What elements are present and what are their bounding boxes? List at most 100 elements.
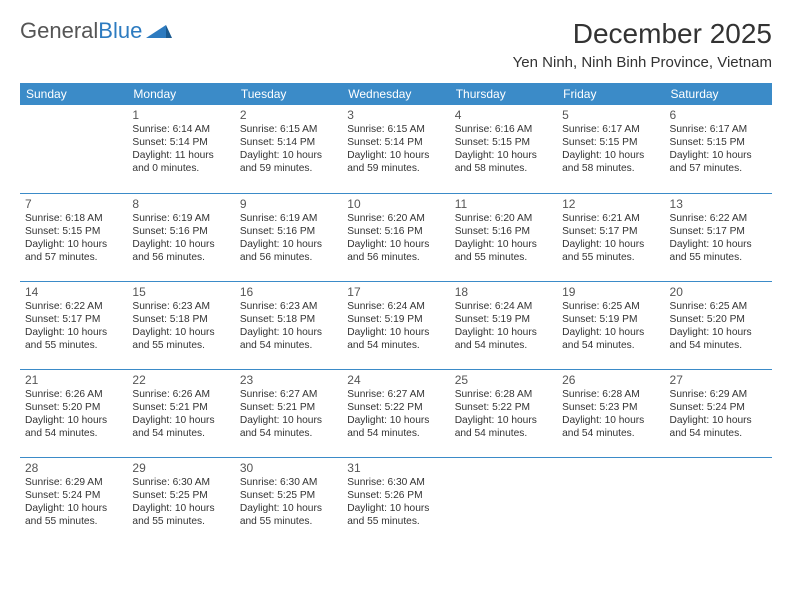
day-number: 13 (670, 197, 767, 211)
calendar-day-cell: 19Sunrise: 6:25 AMSunset: 5:19 PMDayligh… (557, 281, 664, 369)
daylight-text: Daylight: 10 hours and 55 minutes. (132, 502, 229, 528)
sunrise-text: Sunrise: 6:17 AM (670, 123, 767, 136)
calendar-empty-cell (20, 105, 127, 193)
sunrise-text: Sunrise: 6:29 AM (25, 476, 122, 489)
calendar-day-cell: 12Sunrise: 6:21 AMSunset: 5:17 PMDayligh… (557, 193, 664, 281)
sunset-text: Sunset: 5:22 PM (347, 401, 444, 414)
sunset-text: Sunset: 5:24 PM (670, 401, 767, 414)
day-info: Sunrise: 6:22 AMSunset: 5:17 PMDaylight:… (670, 212, 767, 264)
sunset-text: Sunset: 5:16 PM (347, 225, 444, 238)
sunset-text: Sunset: 5:23 PM (562, 401, 659, 414)
day-info: Sunrise: 6:30 AMSunset: 5:25 PMDaylight:… (132, 476, 229, 528)
daylight-text: Daylight: 10 hours and 54 minutes. (240, 414, 337, 440)
sunrise-text: Sunrise: 6:26 AM (25, 388, 122, 401)
sunset-text: Sunset: 5:16 PM (240, 225, 337, 238)
daylight-text: Daylight: 10 hours and 55 minutes. (240, 502, 337, 528)
calendar-empty-cell (665, 457, 772, 545)
day-number: 7 (25, 197, 122, 211)
calendar-day-cell: 6Sunrise: 6:17 AMSunset: 5:15 PMDaylight… (665, 105, 772, 193)
daylight-text: Daylight: 10 hours and 55 minutes. (562, 238, 659, 264)
daylight-text: Daylight: 10 hours and 54 minutes. (562, 414, 659, 440)
sunset-text: Sunset: 5:22 PM (455, 401, 552, 414)
daylight-text: Daylight: 10 hours and 54 minutes. (562, 326, 659, 352)
day-number: 10 (347, 197, 444, 211)
month-title: December 2025 (513, 18, 772, 50)
calendar-day-cell: 11Sunrise: 6:20 AMSunset: 5:16 PMDayligh… (450, 193, 557, 281)
sunrise-text: Sunrise: 6:14 AM (132, 123, 229, 136)
day-number: 11 (455, 197, 552, 211)
calendar-day-cell: 4Sunrise: 6:16 AMSunset: 5:15 PMDaylight… (450, 105, 557, 193)
sunset-text: Sunset: 5:21 PM (132, 401, 229, 414)
daylight-text: Daylight: 10 hours and 58 minutes. (455, 149, 552, 175)
header: GeneralBlue December 2025 Yen Ninh, Ninh… (20, 18, 772, 71)
day-number: 9 (240, 197, 337, 211)
sunrise-text: Sunrise: 6:23 AM (132, 300, 229, 313)
sunrise-text: Sunrise: 6:24 AM (455, 300, 552, 313)
sunset-text: Sunset: 5:18 PM (132, 313, 229, 326)
calendar-body: 1Sunrise: 6:14 AMSunset: 5:14 PMDaylight… (20, 105, 772, 545)
daylight-text: Daylight: 11 hours and 0 minutes. (132, 149, 229, 175)
day-info: Sunrise: 6:25 AMSunset: 5:20 PMDaylight:… (670, 300, 767, 352)
day-number: 28 (25, 461, 122, 475)
day-info: Sunrise: 6:19 AMSunset: 5:16 PMDaylight:… (240, 212, 337, 264)
sunset-text: Sunset: 5:15 PM (25, 225, 122, 238)
day-info: Sunrise: 6:27 AMSunset: 5:22 PMDaylight:… (347, 388, 444, 440)
day-info: Sunrise: 6:30 AMSunset: 5:25 PMDaylight:… (240, 476, 337, 528)
calendar-day-cell: 23Sunrise: 6:27 AMSunset: 5:21 PMDayligh… (235, 369, 342, 457)
title-block: December 2025 Yen Ninh, Ninh Binh Provin… (513, 18, 772, 71)
day-number: 8 (132, 197, 229, 211)
sunrise-text: Sunrise: 6:20 AM (455, 212, 552, 225)
day-number: 15 (132, 285, 229, 299)
sunrise-text: Sunrise: 6:16 AM (455, 123, 552, 136)
weekday-header: Tuesday (235, 83, 342, 105)
sunrise-text: Sunrise: 6:25 AM (670, 300, 767, 313)
sunrise-text: Sunrise: 6:23 AM (240, 300, 337, 313)
calendar-day-cell: 9Sunrise: 6:19 AMSunset: 5:16 PMDaylight… (235, 193, 342, 281)
day-info: Sunrise: 6:15 AMSunset: 5:14 PMDaylight:… (240, 123, 337, 175)
daylight-text: Daylight: 10 hours and 56 minutes. (347, 238, 444, 264)
day-info: Sunrise: 6:26 AMSunset: 5:20 PMDaylight:… (25, 388, 122, 440)
sunset-text: Sunset: 5:26 PM (347, 489, 444, 502)
sunrise-text: Sunrise: 6:21 AM (562, 212, 659, 225)
sunset-text: Sunset: 5:15 PM (670, 136, 767, 149)
calendar-day-cell: 10Sunrise: 6:20 AMSunset: 5:16 PMDayligh… (342, 193, 449, 281)
calendar-day-cell: 24Sunrise: 6:27 AMSunset: 5:22 PMDayligh… (342, 369, 449, 457)
day-number: 22 (132, 373, 229, 387)
day-number: 20 (670, 285, 767, 299)
day-number: 30 (240, 461, 337, 475)
calendar-day-cell: 13Sunrise: 6:22 AMSunset: 5:17 PMDayligh… (665, 193, 772, 281)
sunrise-text: Sunrise: 6:15 AM (240, 123, 337, 136)
day-number: 24 (347, 373, 444, 387)
sunset-text: Sunset: 5:14 PM (347, 136, 444, 149)
day-info: Sunrise: 6:23 AMSunset: 5:18 PMDaylight:… (240, 300, 337, 352)
sunset-text: Sunset: 5:15 PM (562, 136, 659, 149)
day-info: Sunrise: 6:30 AMSunset: 5:26 PMDaylight:… (347, 476, 444, 528)
daylight-text: Daylight: 10 hours and 55 minutes. (455, 238, 552, 264)
sunrise-text: Sunrise: 6:30 AM (240, 476, 337, 489)
sunrise-text: Sunrise: 6:18 AM (25, 212, 122, 225)
sunrise-text: Sunrise: 6:20 AM (347, 212, 444, 225)
calendar-table: SundayMondayTuesdayWednesdayThursdayFrid… (20, 83, 772, 545)
daylight-text: Daylight: 10 hours and 58 minutes. (562, 149, 659, 175)
day-number: 14 (25, 285, 122, 299)
calendar-day-cell: 3Sunrise: 6:15 AMSunset: 5:14 PMDaylight… (342, 105, 449, 193)
sunrise-text: Sunrise: 6:29 AM (670, 388, 767, 401)
calendar-day-cell: 29Sunrise: 6:30 AMSunset: 5:25 PMDayligh… (127, 457, 234, 545)
day-number: 26 (562, 373, 659, 387)
weekday-header: Sunday (20, 83, 127, 105)
calendar-day-cell: 1Sunrise: 6:14 AMSunset: 5:14 PMDaylight… (127, 105, 234, 193)
daylight-text: Daylight: 10 hours and 54 minutes. (132, 414, 229, 440)
sunset-text: Sunset: 5:17 PM (25, 313, 122, 326)
day-number: 4 (455, 108, 552, 122)
day-number: 27 (670, 373, 767, 387)
weekday-header: Friday (557, 83, 664, 105)
calendar-day-cell: 25Sunrise: 6:28 AMSunset: 5:22 PMDayligh… (450, 369, 557, 457)
sunrise-text: Sunrise: 6:25 AM (562, 300, 659, 313)
sunrise-text: Sunrise: 6:30 AM (132, 476, 229, 489)
calendar-day-cell: 8Sunrise: 6:19 AMSunset: 5:16 PMDaylight… (127, 193, 234, 281)
day-info: Sunrise: 6:22 AMSunset: 5:17 PMDaylight:… (25, 300, 122, 352)
calendar-day-cell: 27Sunrise: 6:29 AMSunset: 5:24 PMDayligh… (665, 369, 772, 457)
day-number: 29 (132, 461, 229, 475)
daylight-text: Daylight: 10 hours and 54 minutes. (347, 414, 444, 440)
calendar-week-row: 21Sunrise: 6:26 AMSunset: 5:20 PMDayligh… (20, 369, 772, 457)
